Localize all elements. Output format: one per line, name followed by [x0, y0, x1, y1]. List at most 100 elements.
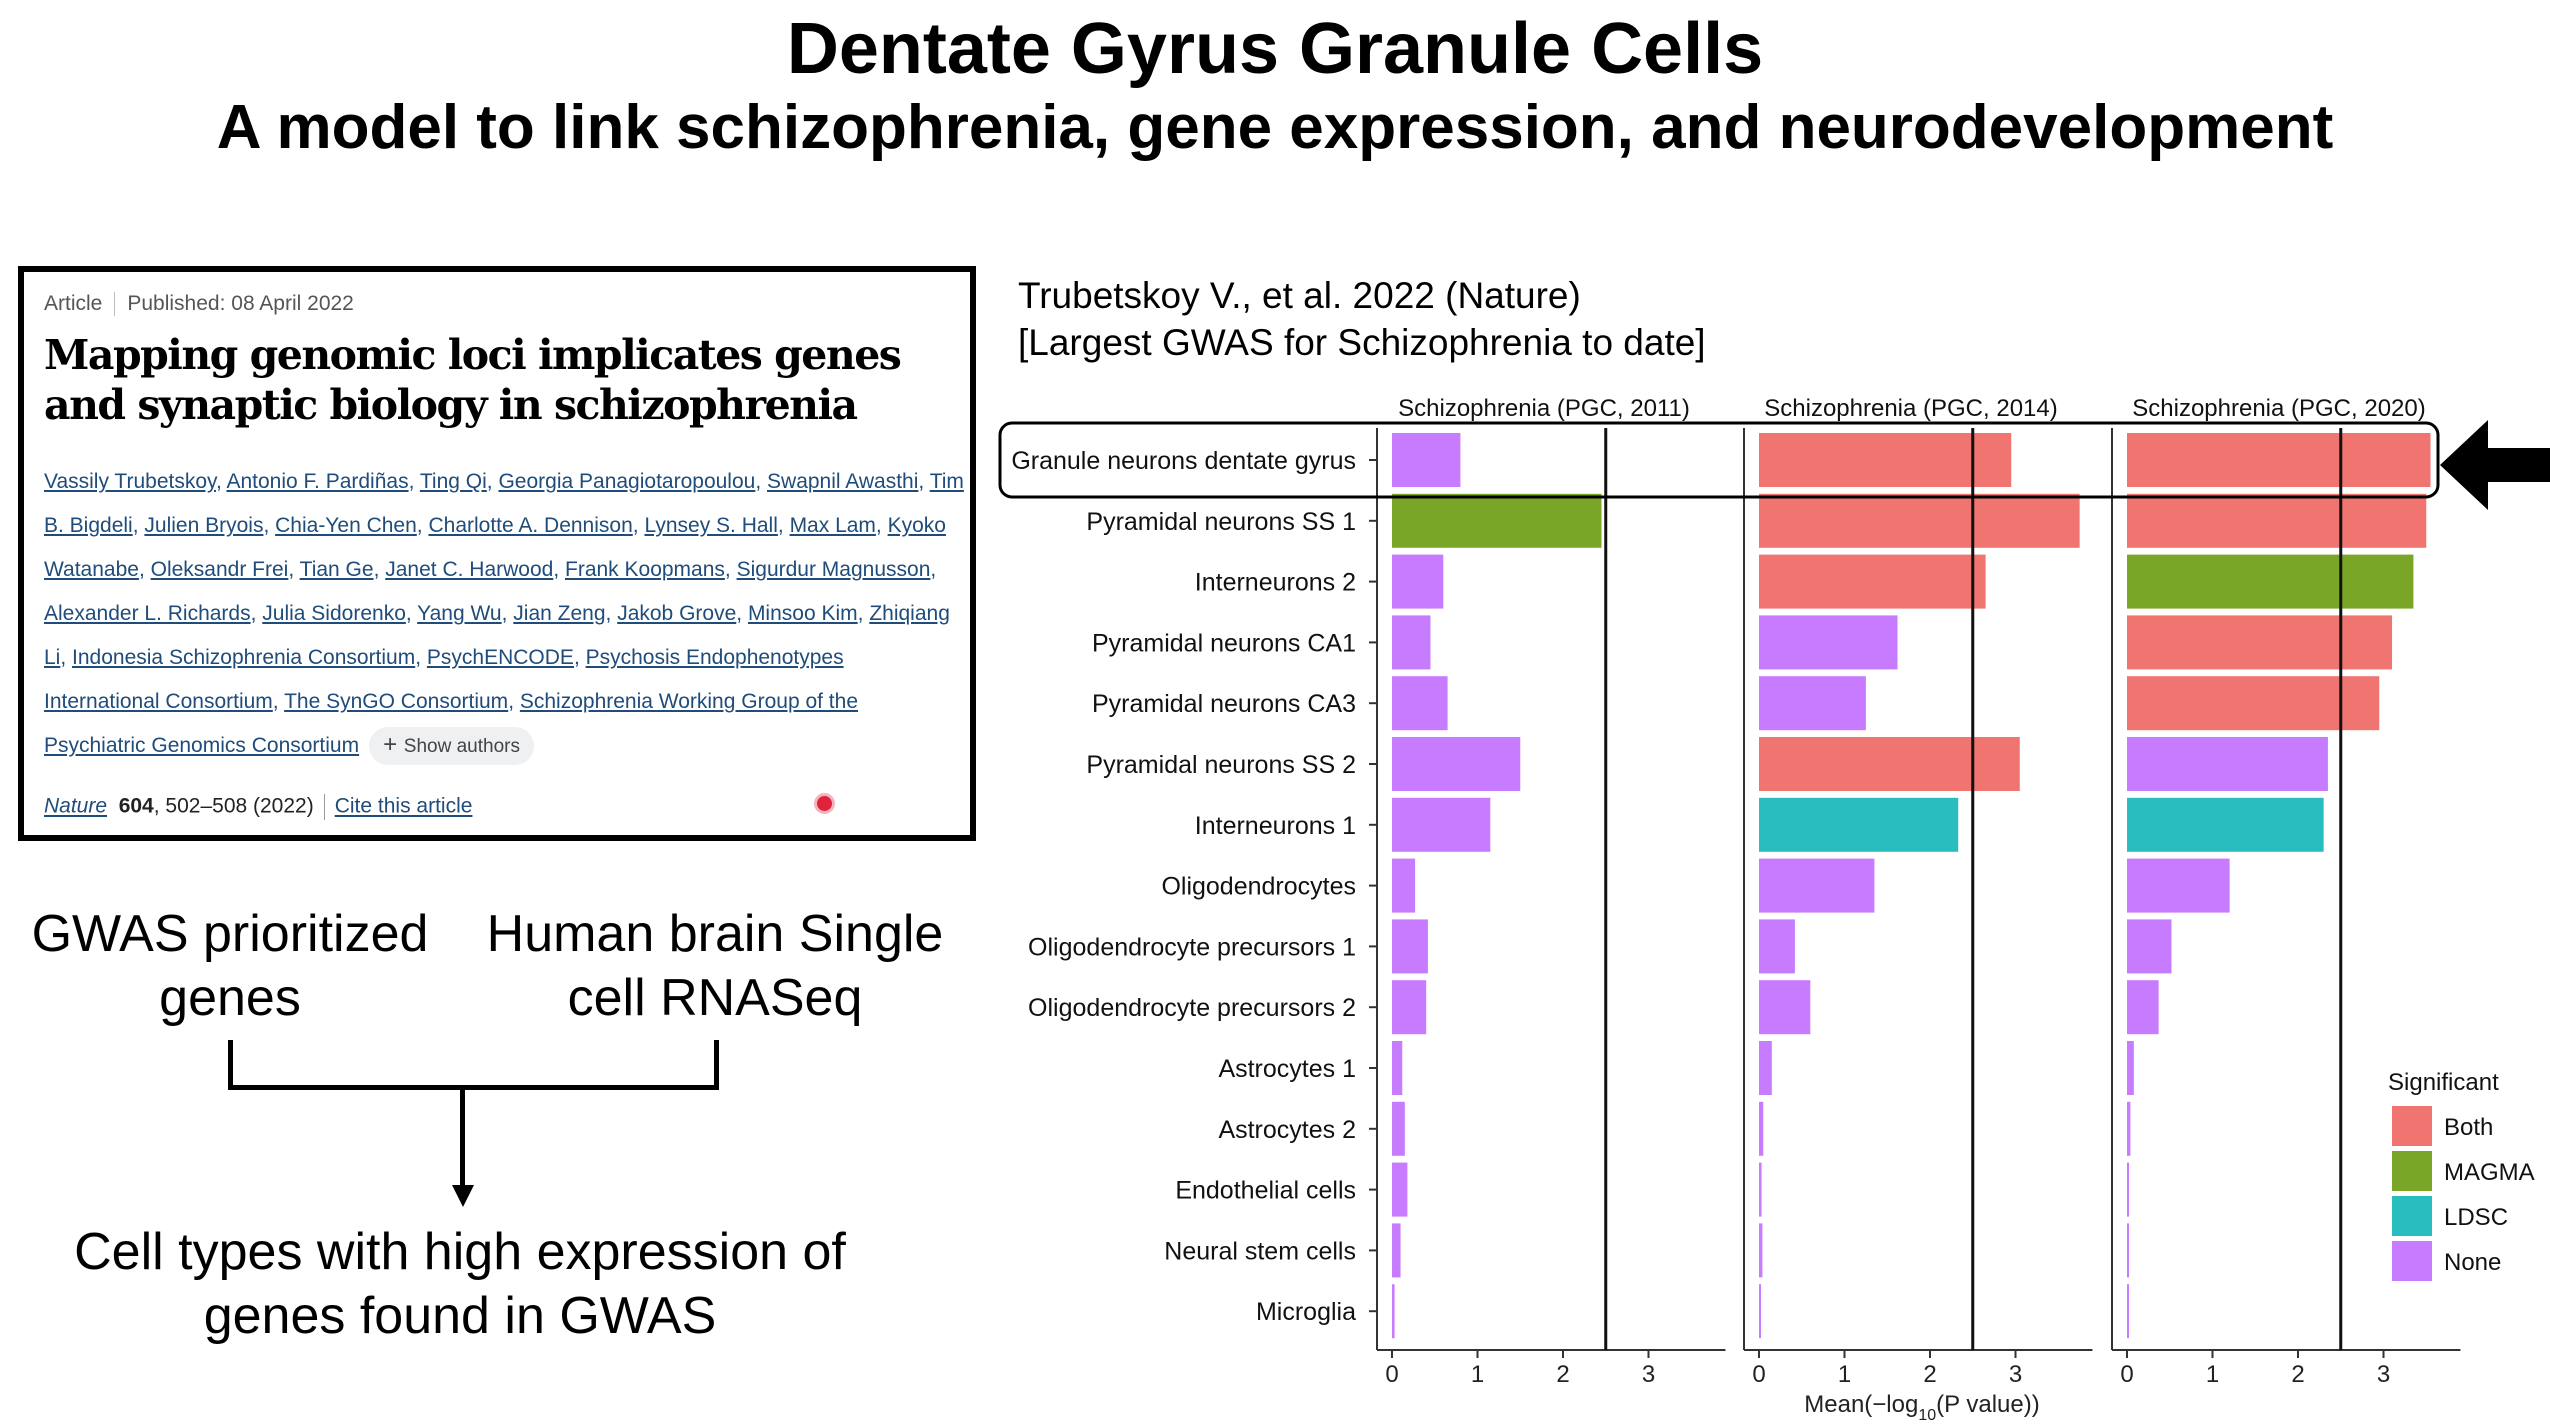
data-bar: [1759, 493, 2080, 548]
x-tick-label: 1: [2206, 1361, 2219, 1388]
article-type: Article: [44, 292, 103, 315]
data-bar: [1759, 919, 1795, 974]
data-bar: [2127, 493, 2427, 548]
author-link[interactable]: Antonio F. Pardiñas: [226, 470, 409, 493]
author-link[interactable]: Jian Zeng: [513, 602, 606, 625]
arrow-down-icon: [452, 1185, 474, 1207]
author-link[interactable]: Oleksandr Frei: [150, 558, 289, 581]
data-bar: [1759, 554, 1986, 609]
legend-label: MAGMA: [2444, 1159, 2535, 1186]
data-bar: [2127, 554, 2414, 609]
cursor-indicator: [814, 793, 835, 814]
article-citation: Nature 604, 502–508 (2022) Cite this arti…: [44, 794, 472, 820]
data-bar: [2127, 676, 2380, 731]
data-bar: [1392, 1162, 1408, 1217]
author-link[interactable]: Yang Wu: [417, 602, 502, 625]
legend-label: LDSC: [2444, 1204, 2508, 1231]
legend-swatch: [2392, 1106, 2432, 1146]
data-bar: [2127, 1041, 2134, 1095]
data-bar: [2127, 797, 2324, 852]
author-link[interactable]: Georgia Panagiotaropoulou: [498, 470, 756, 493]
bracket-left: [228, 1040, 233, 1090]
publish-date: Published: 08 April 2022: [127, 292, 354, 315]
data-bar: [1759, 858, 1875, 913]
author-link[interactable]: Vassily Trubetskoy: [44, 470, 216, 493]
highlight-box: [998, 421, 2440, 499]
author-link[interactable]: The SynGO Consortium: [284, 690, 509, 713]
arrow-left-icon: [2440, 420, 2550, 510]
author-link[interactable]: Tim B. Bigdeli: [44, 470, 964, 537]
x-tick-label: 1: [1471, 1361, 1484, 1388]
author-link[interactable]: Julien Bryois: [144, 514, 264, 537]
category-label: Pyramidal neurons SS 1: [1086, 508, 1356, 536]
x-tick-label: 0: [1385, 1361, 1398, 1388]
article-card: Article Published: 08 April 2022 Mapping …: [18, 266, 976, 841]
x-tick-label: 0: [2120, 1361, 2133, 1388]
author-link[interactable]: Chia-Yen Chen: [275, 514, 417, 537]
author-link[interactable]: Frank Koopmans: [565, 558, 725, 581]
data-bar: [1392, 737, 1521, 791]
author-link[interactable]: Charlotte A. Dennison: [428, 514, 633, 537]
author-link[interactable]: Lynsey S. Hall: [644, 514, 778, 537]
x-axis-label: Mean(−log10(P value)): [1804, 1391, 2039, 1424]
author-link[interactable]: Swapnil Awasthi: [767, 470, 919, 493]
legend-swatch: [2392, 1151, 2432, 1191]
author-link[interactable]: Indonesia Schizophrenia Consortium: [72, 646, 416, 669]
pages: , 502–508 (2022): [153, 794, 314, 818]
data-bar: [1392, 1284, 1395, 1339]
data-bar: [2127, 858, 2230, 913]
citation-line-2: [Largest GWAS for Schizophrenia to date]: [1018, 322, 1706, 363]
data-bar: [1392, 554, 1444, 609]
author-link[interactable]: Schizophrenia Working Group of the Psych…: [44, 690, 858, 757]
article-title[interactable]: Mapping genomic loci implicates genes an…: [44, 331, 902, 429]
author-link[interactable]: Alexander L. Richards: [44, 602, 251, 625]
category-label: Oligodendrocytes: [1161, 873, 1356, 901]
author-list: Vassily Trubetskoy, Antonio F. Pardiñas,…: [44, 460, 964, 768]
show-authors-button[interactable]: + Show authors: [369, 727, 534, 765]
category-label: Neural stem cells: [1164, 1237, 1356, 1265]
author-link[interactable]: PsychENCODE: [426, 646, 574, 669]
author-link[interactable]: Minsoo Kim: [747, 602, 858, 625]
author-link[interactable]: Max Lam: [789, 514, 876, 537]
plus-icon: +: [383, 731, 404, 758]
chart-citation: Trubetskoy V., et al. 2022 (Nature) [Lar…: [1018, 272, 1706, 366]
data-bar: [1759, 1223, 1763, 1278]
category-label: Pyramidal neurons CA1: [1092, 629, 1356, 657]
data-bar: [2127, 1101, 2131, 1156]
author-link[interactable]: Julia Sidorenko: [262, 602, 406, 625]
journal-link[interactable]: Nature: [44, 794, 108, 818]
data-bar: [1759, 676, 1866, 731]
data-bar: [2127, 919, 2172, 974]
author-link[interactable]: Tian Ge: [299, 558, 374, 581]
author-link[interactable]: Zhiqiang Li: [44, 602, 950, 669]
data-bar: [2127, 980, 2159, 1035]
data-bar: [2127, 615, 2393, 670]
author-link[interactable]: Kyoko Watanabe: [44, 514, 946, 581]
category-label: Granule neurons dentate gyrus: [1011, 447, 1356, 475]
cite-article-link[interactable]: Cite this article: [334, 794, 473, 818]
x-tick-label: 1: [1838, 1361, 1851, 1388]
category-label: Interneurons 2: [1195, 569, 1356, 597]
data-bar: [1392, 980, 1427, 1035]
citation-divider: [323, 794, 325, 820]
data-bar: [1759, 797, 1959, 852]
author-link[interactable]: Ting Qi: [419, 470, 487, 493]
data-bar: [2127, 1284, 2129, 1339]
data-bar: [1392, 1101, 1405, 1156]
legend-label: None: [2444, 1249, 2501, 1276]
x-tick-label: 2: [1923, 1361, 1936, 1388]
author-link[interactable]: Janet C. Harwood: [385, 558, 554, 581]
author-link[interactable]: Psychosis Endophenotypes International C…: [44, 646, 844, 713]
flow-brain-label: Human brain Single cell RNASeq: [486, 905, 944, 1027]
category-label: Interneurons 1: [1195, 812, 1356, 840]
connector-line: [460, 1085, 465, 1190]
x-tick-label: 3: [2377, 1361, 2390, 1388]
data-bar: [2127, 1223, 2129, 1278]
legend-label: Both: [2444, 1114, 2493, 1141]
volume: 604: [118, 794, 154, 818]
category-label: Microglia: [1256, 1298, 1356, 1326]
author-link[interactable]: Sigurdur Magnusson: [736, 558, 931, 581]
data-bar: [2127, 1162, 2129, 1217]
author-link[interactable]: Jakob Grove: [617, 602, 737, 625]
